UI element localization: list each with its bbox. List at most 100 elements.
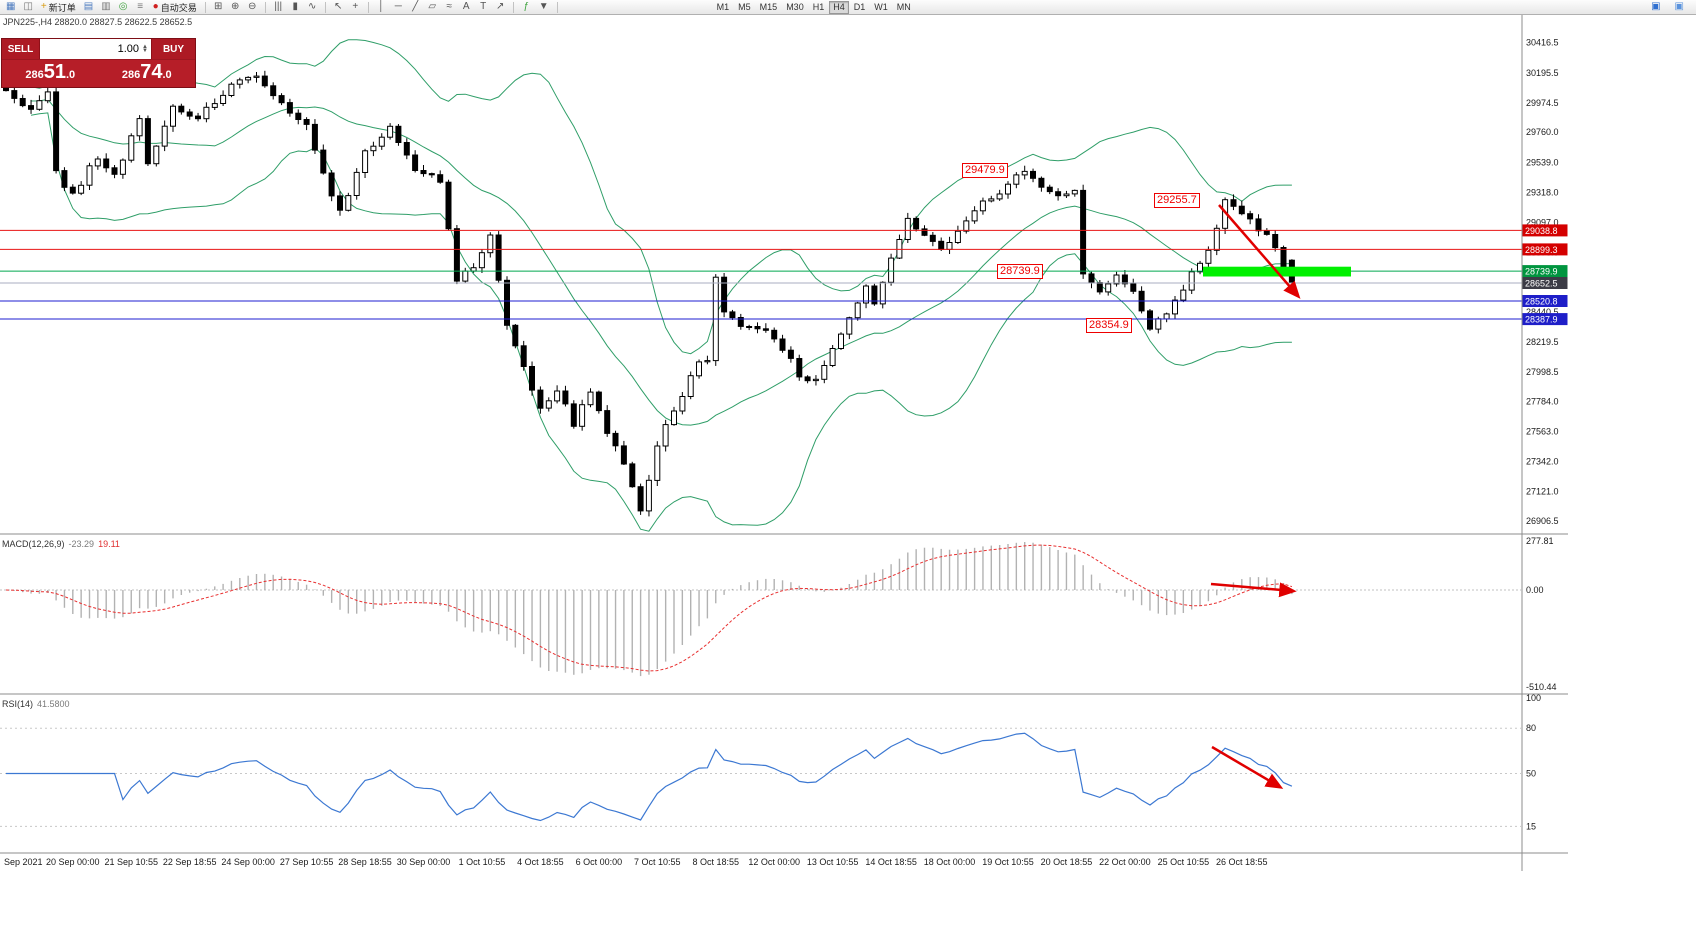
svg-text:12 Oct 00:00: 12 Oct 00:00 xyxy=(748,857,800,867)
svg-text:25 Oct 10:55: 25 Oct 10:55 xyxy=(1158,857,1210,867)
horizontal-line-icon[interactable]: ─ xyxy=(391,1,406,14)
trade-panel-prices: 286 51.0 286 74.0 xyxy=(2,60,195,87)
timeframe-m1[interactable]: M1 xyxy=(716,2,730,12)
timeframe-h1[interactable]: H1 xyxy=(812,2,825,12)
fibonacci-icon[interactable]: ≈ xyxy=(442,1,457,14)
new-order-button-label: 新订单 xyxy=(48,2,76,13)
svg-text:27 Sep 10:55: 27 Sep 10:55 xyxy=(280,857,334,867)
buy-price[interactable]: 286 74.0 xyxy=(99,60,196,87)
autotrading-button[interactable]: ● 自动交易 xyxy=(150,1,200,14)
trendline-icon[interactable]: ╱ xyxy=(408,1,423,14)
profiles-icon[interactable]: ◫ xyxy=(20,1,35,14)
volume-spinner: ▲ ▼ xyxy=(142,44,148,54)
market-watch-icon: ▤ xyxy=(83,1,94,12)
terminal-icon[interactable]: ≡ xyxy=(133,1,148,14)
channel-icon: ▱ xyxy=(428,1,437,12)
tile-windows-icon: ⊞ xyxy=(214,1,223,12)
volume-field[interactable]: 1.00 ▲ ▼ xyxy=(40,39,151,59)
timeframe-w1[interactable]: W1 xyxy=(874,2,888,12)
svg-text:18 Oct 00:00: 18 Oct 00:00 xyxy=(924,857,976,867)
svg-text:28219.5: 28219.5 xyxy=(1526,337,1559,347)
svg-text:15: 15 xyxy=(1526,821,1536,831)
bar-chart-icon[interactable]: ||| xyxy=(271,1,286,14)
crosshair-icon: + xyxy=(352,1,359,12)
bar-chart-icon: ||| xyxy=(274,1,283,12)
autotrading-button: ● xyxy=(152,1,159,12)
svg-text:0.00: 0.00 xyxy=(1526,585,1544,595)
price-callout[interactable]: 29255.7 xyxy=(1154,193,1200,208)
svg-text:27998.5: 27998.5 xyxy=(1526,367,1559,377)
rsi-indicator-label: RSI(14) 41.5800 xyxy=(2,699,70,709)
autotrading-button-label: 自动交易 xyxy=(160,2,197,13)
sell-button[interactable]: SELL xyxy=(2,39,40,59)
text-icon[interactable]: A xyxy=(459,1,474,14)
svg-text:30 Sep 00:00: 30 Sep 00:00 xyxy=(397,857,451,867)
zoom-in-icon[interactable]: ⊕ xyxy=(228,1,243,14)
new-chart-icon[interactable]: ▦ xyxy=(3,1,18,14)
indicators-icon: ƒ xyxy=(523,1,530,12)
price-callout[interactable]: 29479.9 xyxy=(962,163,1008,178)
tile-windows-icon[interactable]: ⊞ xyxy=(211,1,226,14)
timeframe-m5[interactable]: M5 xyxy=(738,2,751,12)
buy-button[interactable]: BUY xyxy=(151,39,195,59)
svg-text:28440.5: 28440.5 xyxy=(1526,307,1559,317)
toolbar-separator xyxy=(512,1,514,13)
main-toolbar: ▦ ◫ + 新订单 ▤ ▥ ◎ ≡ ● 自动交易 ⊞ ⊕ ⊖ ||| ▮ ∿ ↖ + │ ─ ╱ ▱ ≈ A T ↗ ƒ ▼ M1 M5 M… xyxy=(0,0,1696,15)
svg-text:30416.5: 30416.5 xyxy=(1526,38,1559,48)
macd-main-value: -23.29 xyxy=(68,539,95,549)
svg-text:19 Oct 10:55: 19 Oct 10:55 xyxy=(982,857,1034,867)
sell-price[interactable]: 286 51.0 xyxy=(2,60,99,87)
spin-down-icon[interactable]: ▼ xyxy=(142,48,148,54)
chart-window[interactable]: 30416.5 30195.5 29974.5 29760.0 29539.0 29318… xyxy=(0,15,1696,936)
zoom-out-icon: ⊖ xyxy=(248,1,257,12)
spin-up-icon[interactable]: ▲ xyxy=(142,44,148,50)
data-window-icon[interactable]: ▥ xyxy=(98,1,113,14)
label-icon: T xyxy=(480,1,487,12)
zoom-out-icon[interactable]: ⊖ xyxy=(245,1,260,14)
blue-app-icon-1[interactable]: ▣ xyxy=(1648,1,1663,14)
timeframe-m30[interactable]: M30 xyxy=(786,2,804,12)
sell-price-digits: 286 xyxy=(25,69,44,81)
svg-text:6 Oct 00:00: 6 Oct 00:00 xyxy=(576,857,623,867)
vertical-line-icon: │ xyxy=(378,1,385,12)
svg-text:50: 50 xyxy=(1526,769,1536,779)
timeframe-m15[interactable]: M15 xyxy=(759,2,778,12)
indicators-icon[interactable]: ƒ xyxy=(519,1,534,14)
price-callout[interactable]: 28739.9 xyxy=(997,264,1043,279)
ohlc-header: JPN225-,H4 28820.0 28827.5 28622.5 28652… xyxy=(3,17,193,27)
svg-text:28520.8: 28520.8 xyxy=(1525,296,1558,306)
crosshair-icon[interactable]: + xyxy=(348,1,363,14)
timeframe-h4[interactable]: H4 xyxy=(829,0,849,14)
sell-price-suffix: .0 xyxy=(65,69,76,81)
volume-value[interactable]: 1.00 xyxy=(117,43,140,55)
chart-canvas[interactable]: 30416.5 30195.5 29974.5 29760.0 29539.0 29318… xyxy=(0,15,1568,873)
navigator-icon[interactable]: ◎ xyxy=(116,1,131,14)
svg-text:Sep 2021: Sep 2021 xyxy=(4,857,43,867)
toolbar-separator xyxy=(556,1,558,13)
timeframe-d1[interactable]: D1 xyxy=(853,2,866,12)
cursor-icon[interactable]: ↖ xyxy=(331,1,346,14)
blue-app-icon-2[interactable]: ▣ xyxy=(1672,1,1687,14)
toolbar-right-icons: ▣ ▣ xyxy=(1648,1,1693,14)
buy-price-big-digits: 74 xyxy=(140,61,163,83)
cursor-icon: ↖ xyxy=(334,1,343,12)
new-chart-icon: ▦ xyxy=(6,1,16,12)
svg-text:20 Oct 18:55: 20 Oct 18:55 xyxy=(1041,857,1093,867)
market-watch-icon[interactable]: ▤ xyxy=(81,1,96,14)
svg-text:21 Sep 10:55: 21 Sep 10:55 xyxy=(104,857,158,867)
vertical-line-icon[interactable]: │ xyxy=(374,1,389,14)
line-chart-icon[interactable]: ∿ xyxy=(305,1,320,14)
svg-text:1 Oct 10:55: 1 Oct 10:55 xyxy=(459,857,506,867)
label-icon[interactable]: T xyxy=(476,1,491,14)
candlestick-chart-icon[interactable]: ▮ xyxy=(288,1,303,14)
channel-icon[interactable]: ▱ xyxy=(425,1,440,14)
macd-name: MACD(12,26,9) xyxy=(2,539,65,549)
svg-text:29974.5: 29974.5 xyxy=(1526,98,1559,108)
arrows-tool-icon[interactable]: ↗ xyxy=(493,1,508,14)
svg-text:29318.0: 29318.0 xyxy=(1526,187,1559,197)
new-order-button[interactable]: + 新订单 xyxy=(38,1,79,14)
indicator-list-icon[interactable]: ▼ xyxy=(536,1,552,14)
price-callout[interactable]: 28354.9 xyxy=(1086,318,1132,333)
timeframe-mn[interactable]: MN xyxy=(896,2,911,12)
